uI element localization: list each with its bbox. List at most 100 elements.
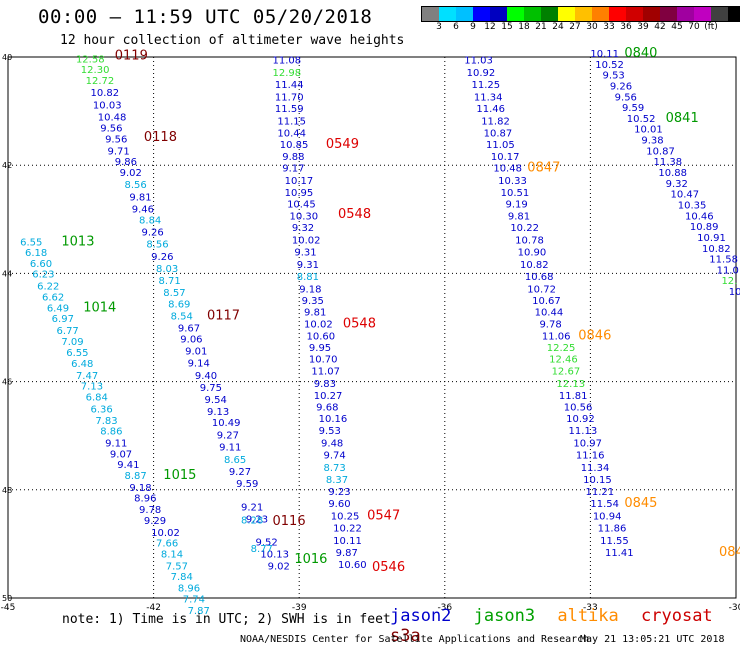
wave-height-label: 8.71 (158, 276, 180, 287)
wave-height-label: 9.19 (505, 199, 527, 210)
wave-height-label: 10.87 (484, 129, 513, 140)
colorbar-tick-label: 45 (671, 22, 683, 32)
wave-height-label: 6.97 (52, 314, 74, 325)
wave-height-label: 10.91 (697, 233, 726, 244)
colorbar-tick-label: 12 (484, 22, 496, 32)
wave-height-label: 9.02 (268, 561, 290, 572)
wave-height-label: 9.52 (256, 538, 278, 549)
wave-height-label: 12.72 (86, 76, 115, 87)
wave-height-label: 10.85 (280, 140, 309, 151)
wave-height-label: 6.23 (32, 270, 54, 281)
pass-time-label: 0116 (273, 514, 306, 529)
wave-height-label: 8.03 (156, 264, 178, 275)
wave-height-label: 8.96 (178, 584, 200, 595)
wave-height-label: 12.67 (552, 367, 581, 378)
wave-height-label: 11.07 (311, 367, 340, 378)
wave-height-label: 9.71 (107, 146, 129, 157)
wave-height-label: 10.82 (91, 88, 120, 99)
wave-height-label: 11.15 (277, 117, 306, 128)
legend-cryosat: cryosat (641, 606, 713, 626)
wave-height-label: 9.26 (610, 81, 632, 92)
wave-height-label: 12.98 (273, 68, 302, 79)
pass-time-label: 0548 (338, 207, 371, 222)
lon-tick-label: -45 (1, 603, 16, 613)
wave-height-label: 10.51 (501, 188, 530, 199)
pass-time-label: 1013 (61, 234, 94, 249)
wave-height-label: 10.01 (634, 125, 663, 136)
wave-height-label: 11.16 (576, 450, 605, 461)
wave-height-label: 11.38 (653, 157, 682, 168)
wave-height-label: 8.73 (323, 463, 345, 474)
wave-height-label: 10.72 (527, 284, 556, 295)
colorbar-tick-label: 42 (654, 22, 666, 32)
wave-height-label: 12. (721, 276, 737, 287)
wave-height-label: 9.60 (328, 499, 350, 510)
wave-height-label: 11.55 (600, 536, 629, 547)
wave-height-label: 10.44 (277, 129, 306, 140)
wave-height-label: 9.67 (178, 323, 200, 334)
colorbar-cell (643, 7, 660, 21)
wave-height-label: 9.78 (539, 320, 561, 331)
pass-time-label: 0119 (115, 49, 148, 64)
colorbar-tick-label: 15 (501, 22, 513, 32)
wave-height-label: 7.09 (61, 337, 83, 348)
wave-height-label: 6.60 (30, 259, 52, 270)
wave-height-label: 11.46 (476, 104, 505, 115)
wave-height-label: 12.13 (556, 379, 585, 390)
colorbar-tick-label: 39 (637, 22, 649, 32)
colorbar-tick-label: 24 (552, 22, 564, 32)
wave-height-label: 9.27 (229, 467, 251, 478)
wave-height-label: 8.96 (134, 494, 156, 505)
colorbar-cell (456, 7, 473, 21)
wave-height-label: 9.53 (319, 426, 341, 437)
wave-height-label: 11.06 (542, 331, 571, 342)
generation-timestamp: May 21 13:05:21 UTC 2018 (580, 634, 725, 645)
wave-height-label: 9.31 (294, 248, 316, 259)
wave-height-label: 12.46 (549, 355, 578, 366)
wave-height-label: 8.81 (297, 272, 319, 283)
legend-altika: altika (557, 606, 619, 626)
wave-height-label: 10.94 (593, 512, 622, 523)
wave-height-label: 10.47 (670, 190, 699, 201)
colorbar-cell (694, 7, 711, 21)
wave-height-label: 9.23 (328, 487, 350, 498)
lat-tick-label: 40 (2, 53, 12, 62)
wave-height-label: 11.82 (481, 117, 510, 128)
wave-height-label: 10. (729, 287, 740, 298)
colorbar-cell (711, 7, 728, 21)
colorbar-cell (524, 7, 541, 21)
wave-height-label: 11.41 (605, 548, 634, 559)
wave-height-label: 7.13 (81, 382, 103, 393)
wave-height-label: 9.11 (105, 439, 127, 450)
wave-height-label: 10.52 (627, 114, 656, 125)
wave-height-label: 10.89 (690, 222, 719, 233)
wave-height-label: 10.27 (314, 391, 343, 402)
wave-height-label: 10.25 (331, 512, 360, 523)
wave-height-label: 6.49 (47, 303, 69, 314)
lat-tick-label: 42 (2, 161, 12, 170)
wave-height-label: 6.77 (57, 326, 79, 337)
wave-height-label: 9.75 (200, 383, 222, 394)
pass-time-label: 0846 (578, 328, 611, 343)
lon-tick-label: -33 (583, 603, 598, 613)
wave-height-label: 8.77 (251, 544, 273, 555)
wave-height-label: 10.92 (467, 68, 496, 79)
credit-line: NOAA/NESDIS Center for Satellite Applica… (240, 634, 590, 645)
wave-height-label: 9.06 (180, 335, 202, 346)
wave-height-label: 9.27 (217, 430, 239, 441)
colorbar-cell (660, 7, 677, 21)
wave-height-label: 10.02 (292, 236, 321, 247)
wave-height-label: 10.49 (212, 418, 241, 429)
wave-height-label: 10.17 (491, 152, 520, 163)
wave-height-label: 9.31 (297, 260, 319, 271)
wave-height-label: 8.69 (168, 299, 190, 310)
colorbar-tick-label: 6 (453, 22, 459, 32)
colorbar (421, 6, 740, 22)
wave-height-label: 10.48 (98, 112, 127, 123)
wave-height-label: 10.90 (518, 248, 547, 259)
pass-time-label: 0841 (666, 111, 699, 126)
wave-height-label: 6.55 (20, 237, 42, 248)
wave-height-label: 8.56 (124, 180, 146, 191)
colorbar-cell (439, 7, 456, 21)
wave-height-label: 6.22 (37, 282, 59, 293)
